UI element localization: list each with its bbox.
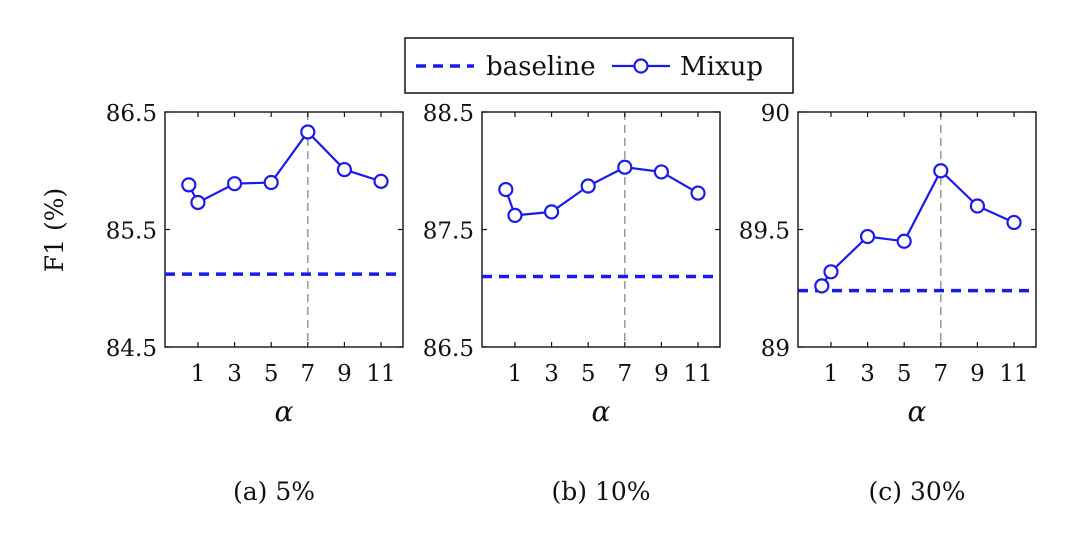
y-tick-label-b-88.5: 88.5	[423, 101, 474, 127]
mixup-point-b-0	[498, 181, 514, 198]
x-tick-label-b-1: 1	[508, 361, 523, 387]
mixup-point-b-5	[653, 164, 670, 180]
x-tick-label-c-7: 7	[933, 361, 948, 387]
mixup-point-c-6	[1006, 214, 1022, 231]
legend-mixup-label: Mixup	[680, 52, 763, 82]
caption-b: (b) 10%	[551, 477, 650, 506]
x-tick-label-b-11: 11	[683, 361, 712, 387]
x-tick-label-a-1: 1	[191, 361, 206, 387]
x-axis-label-c: α	[908, 395, 927, 428]
y-tick-label-c-90: 90	[761, 101, 790, 127]
mixup-point-c-1	[823, 264, 839, 280]
plot-frame-c	[797, 111, 1037, 348]
mixup-point-b-4	[617, 159, 633, 175]
mixup-point-c-0	[814, 278, 830, 294]
mixup-point-a-2	[226, 176, 243, 192]
mixup-point-a-3	[263, 174, 279, 191]
plot-frame-a	[164, 111, 404, 348]
x-tick-label-b-9: 9	[654, 361, 669, 387]
caption-a: (a) 5%	[233, 477, 315, 506]
mixup-line-c	[820, 168, 1015, 287]
legend-baseline-label: baseline	[486, 52, 596, 82]
plot-frame-b	[481, 111, 721, 348]
y-tick-label-b-86.5: 86.5	[423, 336, 474, 362]
y-tick-label-c-89: 89	[761, 336, 790, 362]
x-tick-label-b-3: 3	[544, 361, 559, 387]
y-tick-label-a-85.5: 85.5	[106, 219, 157, 245]
mixup-point-b-2	[543, 204, 560, 220]
panel-c: 1 3 5 7 9 11 89 89.5 90 α (c) 30%	[739, 101, 1037, 506]
mixup-point-c-3	[896, 233, 912, 249]
mixup-line-b	[504, 166, 699, 217]
mixup-point-a-1	[190, 194, 206, 211]
mixup-line-a	[187, 130, 382, 204]
x-tick-label-b-5: 5	[581, 361, 596, 387]
y-tick-label-c-89.5: 89.5	[739, 219, 790, 245]
x-tick-label-a-7: 7	[300, 361, 315, 387]
mixup-point-b-6	[690, 185, 706, 201]
panel-a: 1 3 5 7 9 11 84.5 85.5 86.5 α (a) 5%	[106, 101, 404, 506]
mixup-point-b-3	[580, 178, 596, 194]
mixup-point-c-5	[969, 198, 986, 214]
y-axis-label: F1 (%)	[40, 188, 69, 272]
x-tick-label-a-11: 11	[366, 361, 395, 387]
y-tick-label-a-84.5: 84.5	[106, 336, 157, 362]
x-tick-label-a-5: 5	[264, 361, 279, 387]
mixup-point-b-1	[507, 207, 523, 223]
x-tick-label-c-11: 11	[999, 361, 1028, 387]
legend-mixup-marker	[633, 58, 649, 74]
legend: baseline Mixup	[404, 37, 794, 94]
x-tick-label-b-7: 7	[617, 361, 632, 387]
mixup-point-c-2	[859, 228, 876, 245]
x-tick-label-a-9: 9	[337, 361, 352, 387]
x-tick-label-a-3: 3	[227, 361, 242, 387]
y-tick-label-a-86.5: 86.5	[106, 101, 157, 127]
caption-c: (c) 30%	[868, 477, 965, 506]
x-tick-label-c-9: 9	[970, 361, 985, 387]
x-tick-label-c-5: 5	[897, 361, 912, 387]
y-tick-label-b-87.5: 87.5	[423, 219, 474, 245]
x-tick-label-c-3: 3	[860, 361, 875, 387]
mixup-point-a-6	[373, 173, 389, 189]
x-axis-label-a: α	[275, 395, 294, 428]
mixup-point-a-0	[181, 177, 197, 193]
x-tick-label-c-1: 1	[824, 361, 839, 387]
mixup-point-a-4	[300, 124, 316, 140]
panel-b: 1 3 5 7 9 11 86.5 87.5 88.5 α (b) 10%	[423, 101, 721, 506]
x-axis-label-b: α	[592, 395, 611, 428]
mixup-point-a-5	[336, 161, 353, 178]
mixup-point-c-4	[933, 163, 949, 179]
